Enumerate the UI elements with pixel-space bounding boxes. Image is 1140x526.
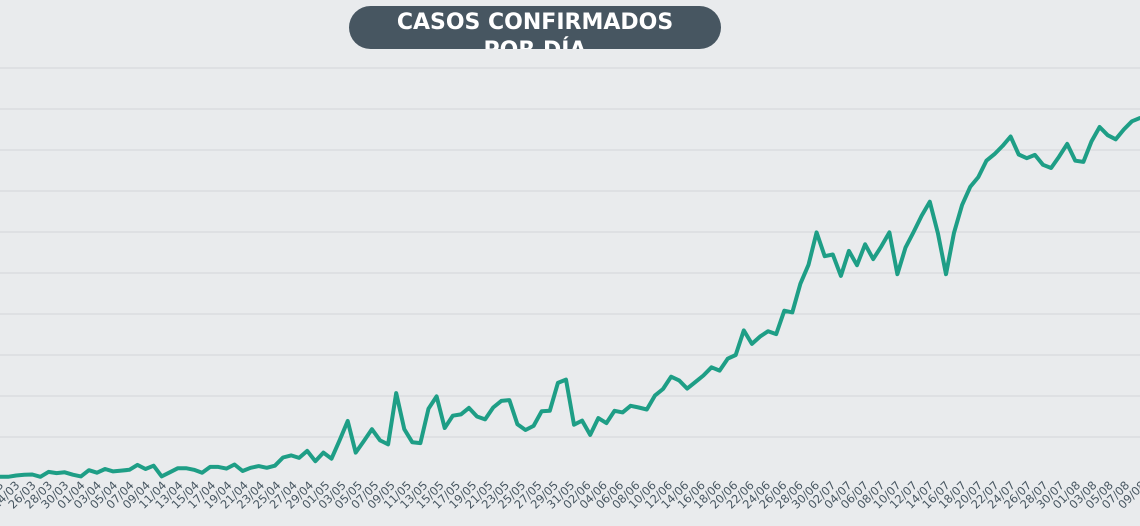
chart-title: CASOS CONFIRMADOS POR DÍA [349,6,721,49]
chart-title-text: CASOS CONFIRMADOS POR DÍA [396,10,674,49]
series-lines [0,116,1140,479]
x-axis-tick-labels: 22/0324/0326/0328/0330/0301/0403/0405/04… [0,478,1140,511]
gridlines [0,67,1140,438]
series-line-1 [0,116,1140,479]
